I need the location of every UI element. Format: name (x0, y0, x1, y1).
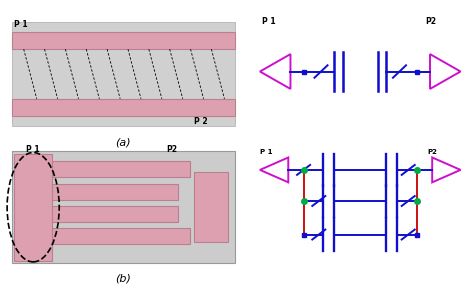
Bar (194, 172, 228, 242)
Text: P 1: P 1 (260, 149, 273, 155)
Text: P2: P2 (426, 17, 437, 26)
Bar (12, 99, 235, 116)
Bar (52, 161, 190, 177)
Text: P2: P2 (428, 149, 438, 155)
Bar (52, 206, 178, 222)
Text: P2: P2 (166, 146, 177, 155)
Text: P 1: P 1 (26, 146, 40, 155)
Bar (12, 22, 235, 126)
Bar (52, 228, 190, 244)
Text: P 1: P 1 (262, 17, 276, 26)
Text: P 2: P 2 (194, 117, 208, 126)
Text: P 1: P 1 (14, 20, 28, 29)
Bar (14, 154, 52, 261)
Bar (12, 32, 235, 49)
Text: (a): (a) (116, 137, 131, 147)
Text: (b): (b) (115, 273, 131, 283)
Bar (52, 184, 178, 200)
